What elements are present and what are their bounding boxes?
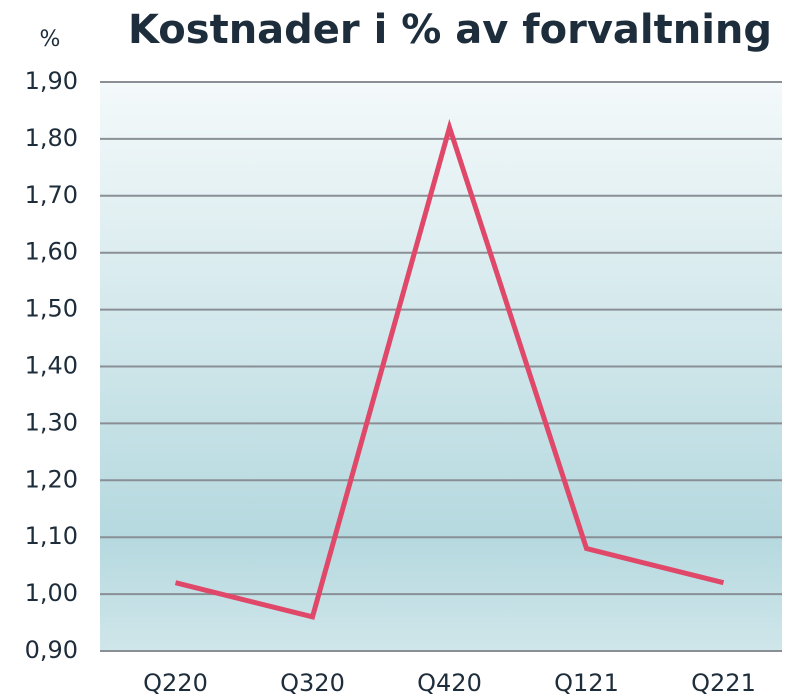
y-tick-label: 1,60 xyxy=(25,238,78,266)
y-tick-label: 1,40 xyxy=(25,352,78,380)
y-tick-label: 1,30 xyxy=(25,408,78,436)
y-tick-label: 1,70 xyxy=(25,181,78,209)
y-tick-label: 1,00 xyxy=(25,579,78,607)
data-line xyxy=(174,118,725,620)
y-tick-label: 0,90 xyxy=(25,636,78,664)
y-tick-label: 1,20 xyxy=(25,465,78,493)
x-tick-label: Q420 xyxy=(417,669,482,697)
x-tick-label: Q320 xyxy=(280,669,345,697)
x-tick-label: Q221 xyxy=(691,669,756,697)
x-tick-label: Q121 xyxy=(554,669,619,697)
chart-title: Kostnader i % av forvaltning xyxy=(128,7,772,53)
y-tick-label: 1,80 xyxy=(25,124,78,152)
y-tick-label: 1,10 xyxy=(25,522,78,550)
y-tick-label: 1,50 xyxy=(25,295,78,323)
y-axis-label: % xyxy=(40,27,61,52)
y-tick-label: 1,90 xyxy=(25,67,78,95)
x-tick-label: Q220 xyxy=(143,669,208,697)
